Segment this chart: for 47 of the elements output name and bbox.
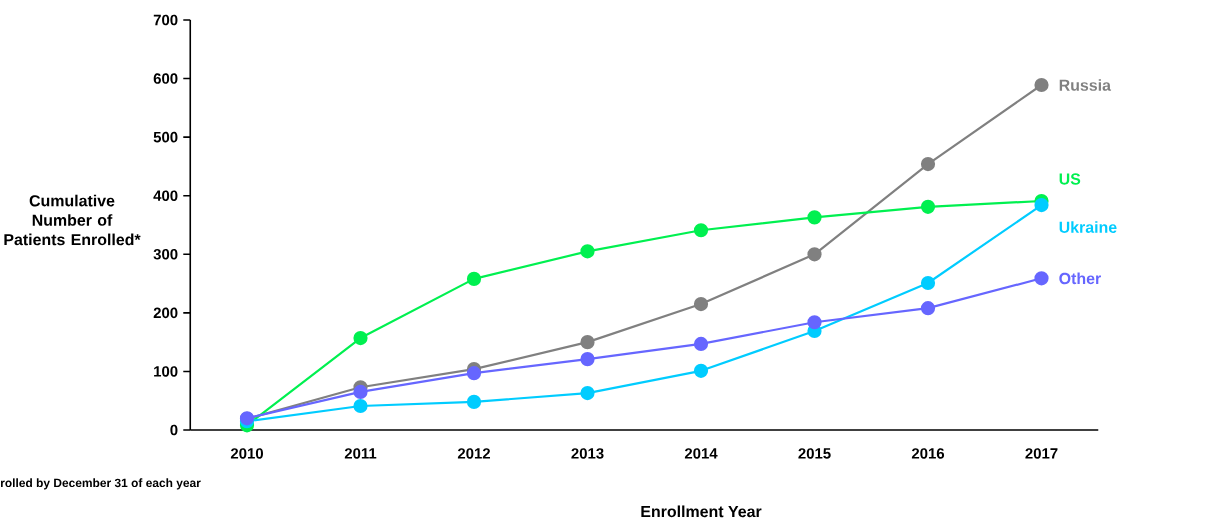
- point: [807, 315, 822, 330]
- point: [693, 336, 709, 351]
- series-label: US: [1059, 173, 1081, 185]
- point: [920, 275, 936, 291]
- y-tick-label: 200: [153, 307, 178, 319]
- text: rolled by December 31 of each year: [0, 478, 201, 490]
- y-tick-label: 400: [153, 190, 178, 201]
- point: [807, 247, 822, 262]
- y-tick-label: 600: [153, 73, 178, 84]
- point: [1034, 77, 1049, 93]
- x-axis-title: Enrollment Year: [641, 505, 762, 518]
- point: [353, 384, 368, 400]
- y-axis-title: Cumulative Number of Patients Enrolled*: [4, 194, 141, 246]
- x-tick-label: 2012: [457, 448, 491, 459]
- x-tick-label: 2010: [230, 448, 263, 459]
- point: [580, 335, 595, 350]
- x-tick-label: 2017: [1025, 448, 1058, 459]
- point: [693, 363, 709, 378]
- point: [1034, 197, 1049, 213]
- point: [920, 156, 936, 172]
- point: [807, 210, 822, 225]
- x-tick-label: 2011: [344, 448, 377, 459]
- point: [466, 394, 482, 409]
- point: [920, 301, 936, 316]
- point: [693, 223, 709, 238]
- x-tick-label: 2013: [571, 448, 604, 459]
- point: [693, 296, 709, 312]
- point: [920, 199, 936, 214]
- point: [1034, 271, 1049, 286]
- series-label: Russia: [1059, 79, 1112, 91]
- x-tick-label: 2016: [911, 448, 945, 459]
- x-tick-label: 2015: [798, 448, 831, 459]
- point: [580, 244, 595, 259]
- y-tick-label: 500: [153, 131, 178, 143]
- point: [580, 352, 595, 367]
- y-tick-label: 100: [154, 366, 178, 377]
- series-label: Other: [1059, 272, 1101, 285]
- point: [353, 398, 368, 414]
- series-label: Ukraine: [1059, 221, 1117, 233]
- y-tick-label: 300: [153, 248, 178, 260]
- point: [466, 366, 482, 381]
- point: [353, 330, 368, 346]
- y-tick-label: 700: [153, 14, 178, 26]
- y-tick-label: 0: [170, 424, 178, 436]
- x-tick-label: 2014: [684, 448, 718, 459]
- point: [580, 386, 595, 401]
- point: [466, 271, 482, 286]
